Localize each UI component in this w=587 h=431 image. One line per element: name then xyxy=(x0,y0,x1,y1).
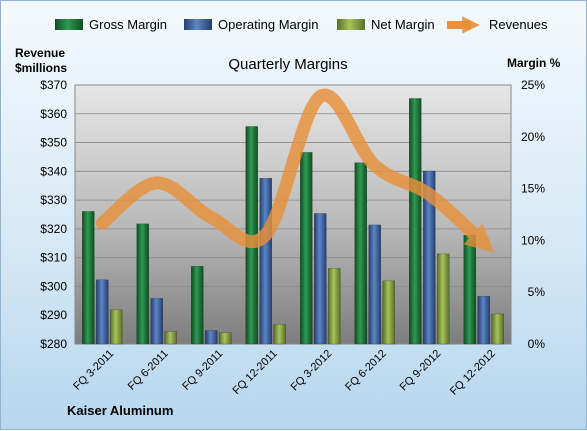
left-tick-label: $370 xyxy=(40,78,67,92)
bar-operating-margin xyxy=(205,330,218,345)
legend-label-operating-margin: Operating Margin xyxy=(218,17,318,32)
right-tick-label: 15% xyxy=(521,182,545,196)
x-tick-label: FQ 9-2012 xyxy=(398,348,444,394)
left-tick-label: $300 xyxy=(40,279,67,293)
bar-net-margin xyxy=(273,324,286,345)
right-tick-label: 0% xyxy=(528,337,546,351)
x-tick-label: FQ 6-2012 xyxy=(343,348,389,394)
bar-operating-margin xyxy=(150,298,163,345)
bar-gross-margin xyxy=(354,162,367,345)
legend-label-gross-margin: Gross Margin xyxy=(89,17,167,32)
left-tick-label: $360 xyxy=(40,107,67,121)
bar-gross-margin xyxy=(300,152,313,345)
left-tick-label: $350 xyxy=(40,136,67,150)
bar-gross-margin xyxy=(191,266,204,345)
bar-gross-margin xyxy=(136,223,149,345)
legend-swatch-gross-margin xyxy=(55,19,83,30)
bar-net-margin xyxy=(110,309,123,345)
left-tick-label: $310 xyxy=(40,251,67,265)
company-label: Kaiser Aluminum xyxy=(67,403,173,418)
right-axis-ticks: 0% 5% 10% 15% 20% 25% xyxy=(521,78,545,351)
bar-net-margin xyxy=(382,280,395,345)
x-tick-label: FQ 12-2012 xyxy=(448,348,498,398)
right-tick-label: 20% xyxy=(521,130,545,144)
legend: Gross Margin Operating Margin Net Margin… xyxy=(55,16,548,34)
bar-series xyxy=(82,98,504,345)
bar-operating-margin xyxy=(477,296,490,345)
left-axis-ticks: $280 $290 $300 $310 $320 $330 $340 $350 $360 $370 xyxy=(40,78,67,351)
chart-title: Quarterly Margins xyxy=(228,56,347,73)
right-axis-title: Margin % xyxy=(507,56,561,70)
left-tick-label: $290 xyxy=(40,308,67,322)
left-tick-label: $330 xyxy=(40,193,67,207)
bar-net-margin xyxy=(164,331,177,345)
left-axis-title-line1: Revenue xyxy=(15,46,65,60)
bar-gross-margin xyxy=(82,211,95,345)
right-tick-label: 5% xyxy=(528,285,546,299)
left-tick-label: $340 xyxy=(40,164,67,178)
bar-operating-margin xyxy=(259,177,272,345)
left-tick-label: $320 xyxy=(40,222,67,236)
revenues-line xyxy=(95,88,495,253)
revenue-line-series xyxy=(95,88,495,253)
right-tick-label: 10% xyxy=(521,233,545,247)
bar-net-margin xyxy=(328,268,341,345)
legend-label-revenues: Revenues xyxy=(489,17,548,32)
x-tick-label: FQ 9-2011 xyxy=(180,348,225,393)
bar-operating-margin xyxy=(368,224,381,345)
x-axis-ticks: FQ 3-2011 FQ 6-2011 FQ 9-2011 FQ 12-2011 FQ … xyxy=(71,348,498,398)
bar-gross-margin xyxy=(463,234,476,345)
bar-operating-margin xyxy=(96,279,109,345)
legend-swatch-net-margin xyxy=(337,19,365,30)
x-tick-label: FQ 6-2011 xyxy=(126,348,171,393)
left-axis-title-line2: $millions xyxy=(15,61,67,75)
bar-operating-margin xyxy=(423,170,436,345)
bar-operating-margin xyxy=(314,213,327,345)
x-tick-label: FQ 12-2011 xyxy=(230,348,279,397)
left-tick-label: $280 xyxy=(40,337,67,351)
x-tick-label: FQ 3-2011 xyxy=(71,348,116,393)
right-tick-label: 25% xyxy=(521,78,545,92)
legend-label-net-margin: Net Margin xyxy=(371,17,435,32)
bar-net-margin xyxy=(437,253,450,345)
bar-gross-margin xyxy=(409,98,422,345)
x-tick-label: FQ 3-2012 xyxy=(289,348,335,394)
bar-net-margin xyxy=(219,332,232,345)
legend-swatch-operating-margin xyxy=(184,19,212,30)
bar-net-margin xyxy=(491,313,504,345)
